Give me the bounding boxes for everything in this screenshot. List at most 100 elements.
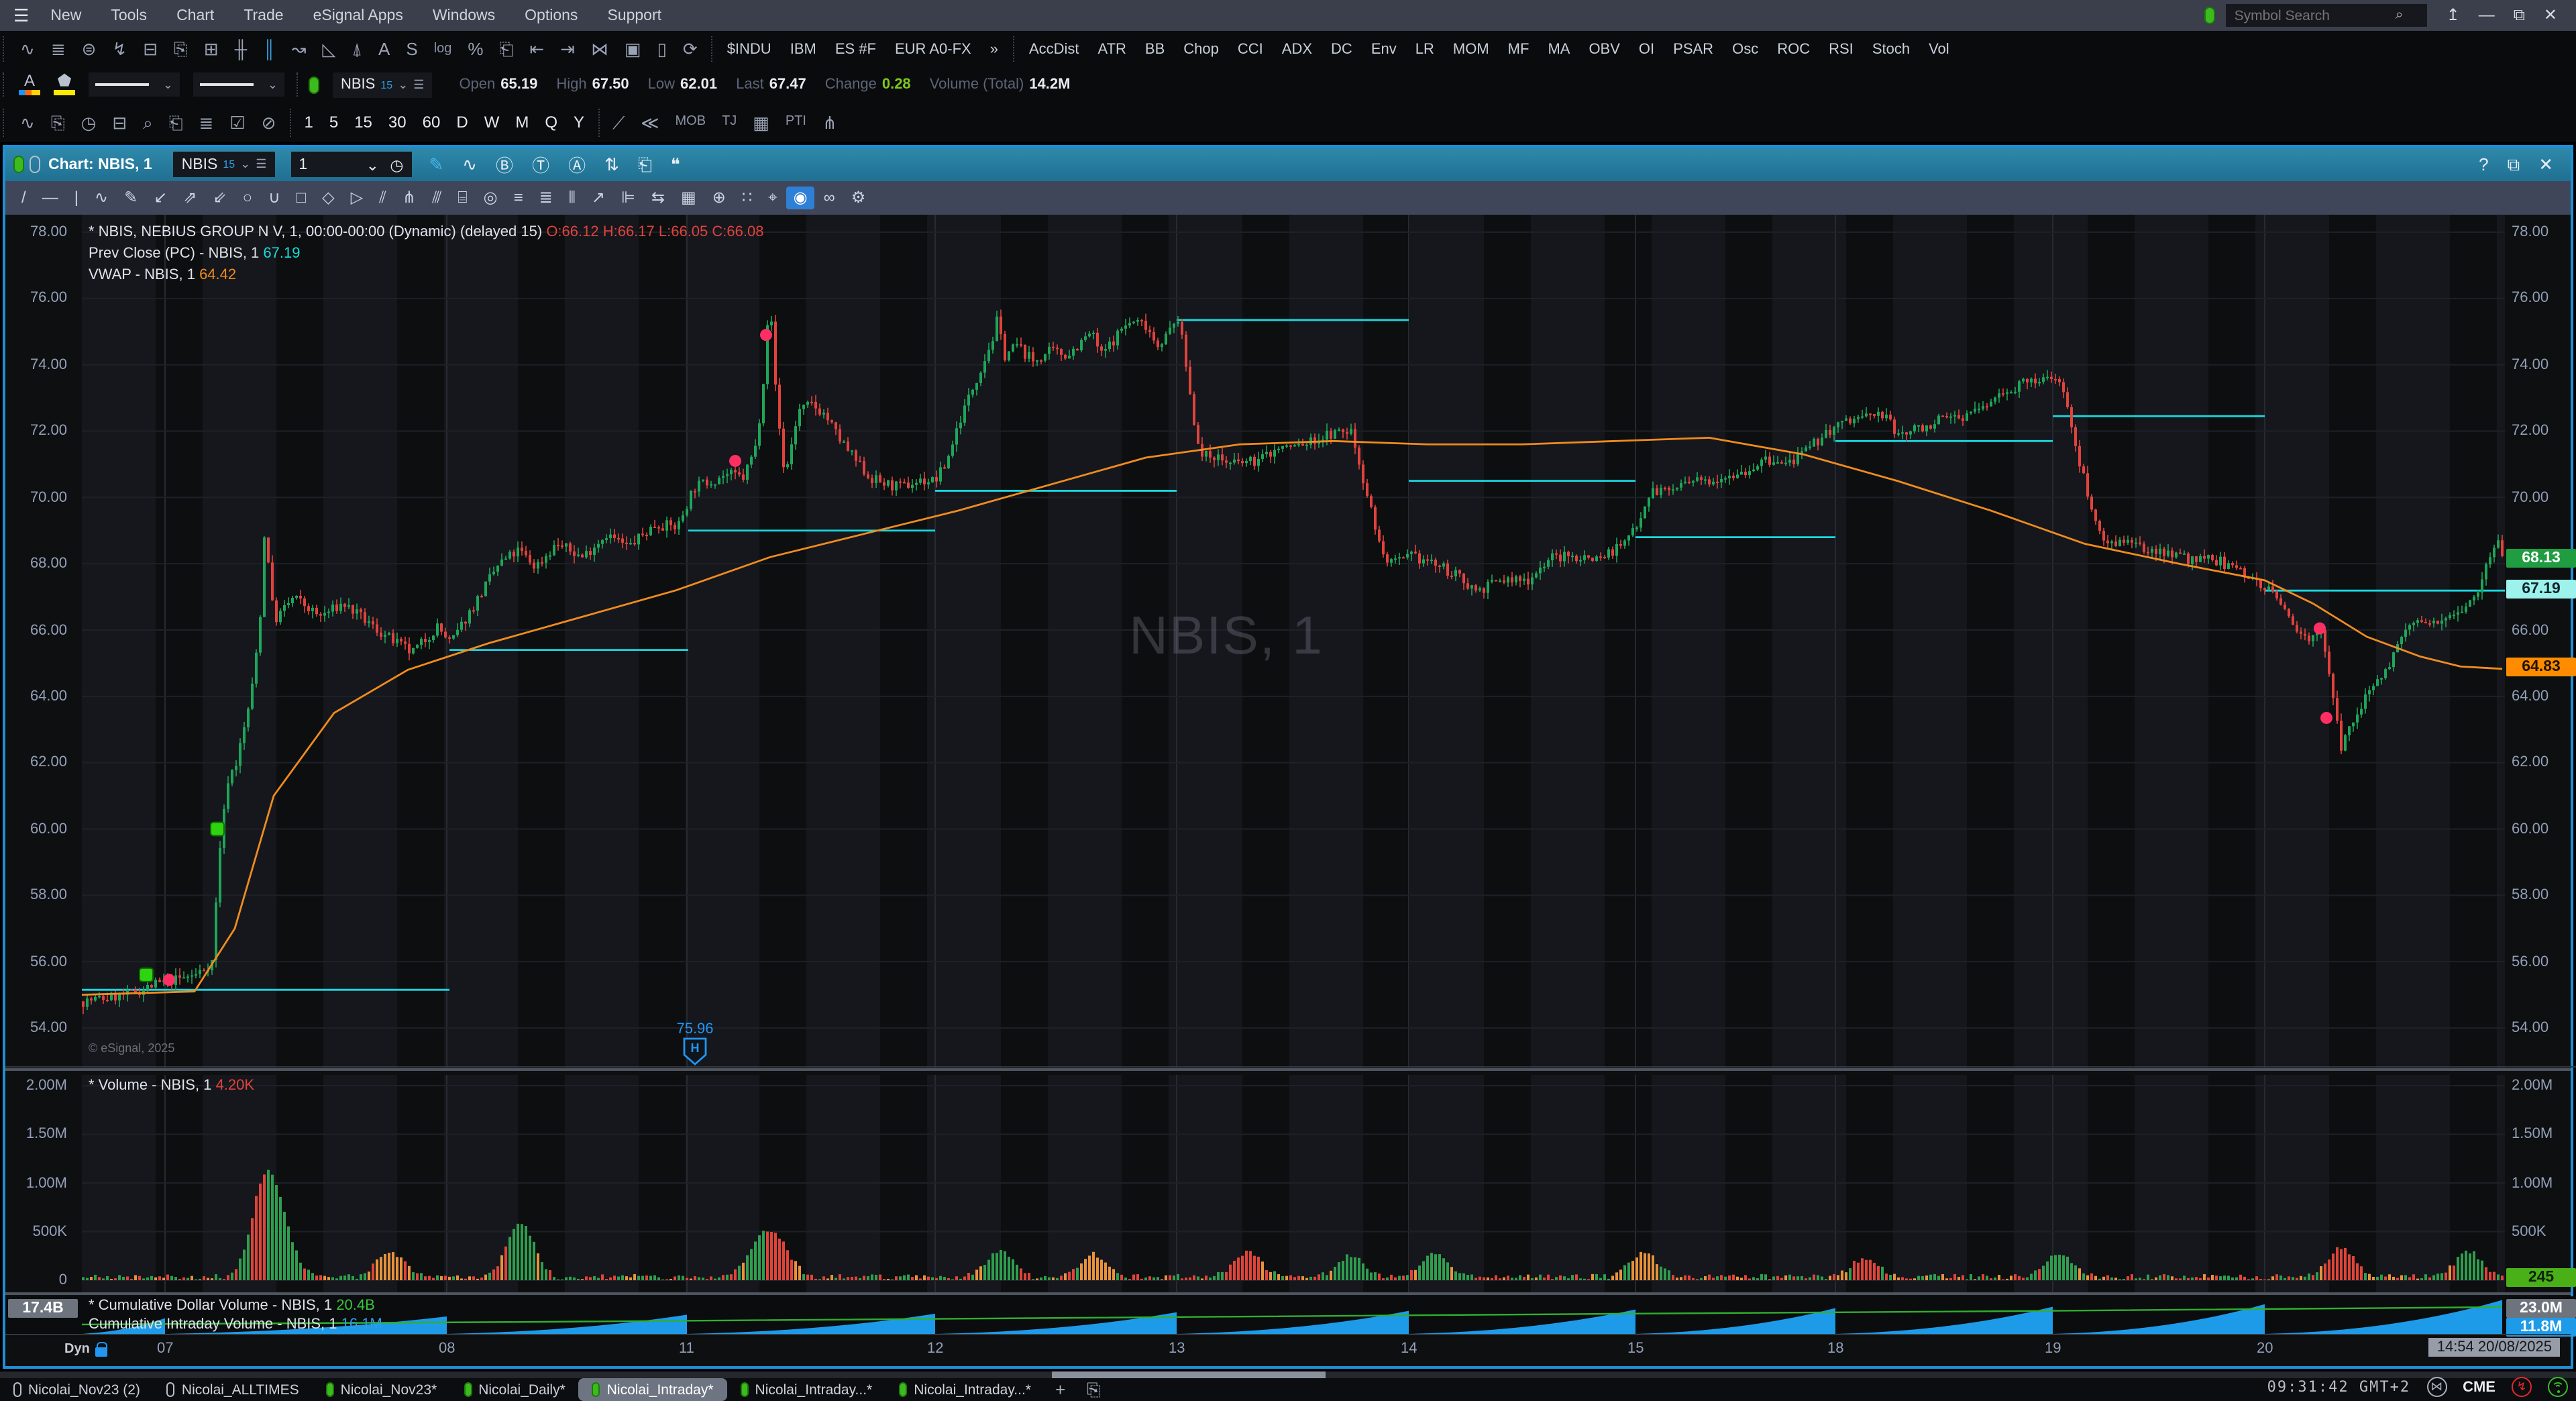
indicator-shortcut-adx[interactable]: ADX xyxy=(1281,41,1313,57)
measure-icon[interactable]: ⌖ xyxy=(768,188,777,207)
speed-lines-icon[interactable]: ⫻ xyxy=(431,188,442,207)
quote-board-icon[interactable]: ≣ xyxy=(50,39,66,59)
layout-rows-icon[interactable]: ⊟ xyxy=(112,112,127,132)
branch-icon[interactable]: ⋔ xyxy=(822,112,837,132)
popout-icon[interactable]: ⧉ xyxy=(2507,154,2520,174)
trendline-icon[interactable]: / xyxy=(21,188,26,207)
symbol-shortcut-ibm[interactable]: IBM xyxy=(790,41,816,57)
indicator-shortcut-accdist[interactable]: AccDist xyxy=(1028,41,1079,57)
page-tab-nicolai-intraday-[interactable]: Nicolai_Intraday...* xyxy=(727,1378,886,1401)
vertical-set-icon[interactable]: ⫴ xyxy=(568,188,576,207)
shift-right-icon[interactable]: ⇥ xyxy=(560,39,575,59)
chart-symbol-box[interactable]: NBIS 15 ⌄ ☰ xyxy=(173,152,275,177)
pitchfork-icon[interactable]: ⋔ xyxy=(402,188,416,207)
magnet-icon[interactable]: ◉ xyxy=(786,187,814,209)
menu-item-esignal-apps[interactable]: eSignal Apps xyxy=(313,7,403,23)
chart-check-icon[interactable]: ☑ xyxy=(229,112,246,132)
zoom-doc-icon[interactable]: ⌕ xyxy=(143,112,153,132)
horizontal-line-icon[interactable]: — xyxy=(42,188,58,207)
restore-icon[interactable]: ⧉ xyxy=(2513,5,2525,24)
line-width-dropdown[interactable]: ⌄ xyxy=(193,72,284,97)
grid-icon[interactable]: ▦ xyxy=(753,112,769,132)
extended-line-icon[interactable]: ⇙ xyxy=(213,188,227,207)
arc-icon[interactable]: ∪ xyxy=(268,188,280,207)
pti-icon[interactable]: PTI xyxy=(785,114,806,129)
pane-divider[interactable] xyxy=(5,1292,2571,1295)
chevron-down-icon[interactable]: ⌄ xyxy=(366,158,379,174)
flag-levels-icon[interactable]: ⌸ xyxy=(458,188,468,207)
quote-symbol-box[interactable]: NBIS 15 ⌄ ☰ xyxy=(333,72,433,97)
time-template-icon[interactable]: ◷ xyxy=(80,112,97,132)
menu-item-chart[interactable]: Chart xyxy=(176,7,215,23)
chain-icon[interactable]: ∞ xyxy=(823,188,835,207)
interval-button-5[interactable]: 5 xyxy=(329,113,339,132)
minimize-icon[interactable]: — xyxy=(2478,5,2495,24)
alert-bolt-icon[interactable]: ↯ xyxy=(2512,1377,2532,1397)
connection-wifi-icon[interactable] xyxy=(2548,1377,2568,1397)
page-list-button[interactable]: ⎘ xyxy=(1087,1379,1101,1399)
indicator-shortcut-lr[interactable]: LR xyxy=(1415,41,1434,57)
vertical-line-icon[interactable]: | xyxy=(74,188,78,207)
fan-lines-icon[interactable]: ⟋ xyxy=(612,112,625,132)
window-frame-icon[interactable]: ▯ xyxy=(657,39,667,59)
triangle-icon[interactable]: ▷ xyxy=(350,188,364,207)
summary-icon[interactable]: ⊟ xyxy=(143,39,158,59)
expand-bars-icon[interactable]: ⋈ xyxy=(590,39,608,59)
hamburger-menu-icon[interactable]: ☰ xyxy=(13,5,30,25)
dynamic-mode-label[interactable]: Dyn xyxy=(64,1341,108,1357)
indicator-shortcut-bb[interactable]: BB xyxy=(1144,41,1165,57)
volume-chart[interactable] xyxy=(5,1075,2576,1292)
mob-icon[interactable]: MOB xyxy=(675,114,706,129)
interval-button-15[interactable]: 15 xyxy=(354,113,372,132)
studies-icon[interactable]: ∿ xyxy=(462,154,478,174)
page-tab-nicolai-intraday-[interactable]: Nicolai_Intraday* xyxy=(578,1378,727,1401)
line-style-icon[interactable]: ↝ xyxy=(291,39,307,59)
notes-icon[interactable]: ⎘ xyxy=(50,112,65,132)
settings-tool-icon[interactable]: ⚙ xyxy=(851,188,866,207)
arrows-left-icon[interactable]: ≪ xyxy=(641,112,659,132)
text-tool-icon[interactable]: Ⓣ xyxy=(532,156,550,176)
indicator-shortcut-osc[interactable]: Osc xyxy=(1732,41,1759,57)
disable-icon[interactable]: ⊘ xyxy=(261,112,276,132)
line-style-dropdown[interactable]: ⌄ xyxy=(89,72,180,97)
chart-title-bar[interactable]: Chart: NBIS, 1 NBIS 15 ⌄ ☰ 1 ⌄ ◷ ✎ ∿ Ⓑ Ⓣ Ⓐ ⇅ ⎗… xyxy=(5,148,2571,181)
chevron-down-icon[interactable]: ⌄ xyxy=(398,77,409,91)
page-tab-nicolai-daily-[interactable]: Nicolai_Daily* xyxy=(450,1378,579,1401)
chart-new-icon[interactable]: ∿ xyxy=(20,112,35,132)
page-tab-nicolai-alltimes[interactable]: Nicolai_ALLTIMES xyxy=(154,1378,313,1401)
interval-button-d[interactable]: D xyxy=(456,113,468,132)
edit-note-icon[interactable]: ⎗ xyxy=(637,154,652,174)
indicator-shortcut-vol[interactable]: Vol xyxy=(1929,41,1949,57)
bar-settings-icon[interactable]: ╫ xyxy=(234,39,248,59)
auto-label-icon[interactable]: A xyxy=(378,39,390,59)
percent-scale-icon[interactable]: % xyxy=(468,39,484,59)
horizontal-scrollbar[interactable] xyxy=(0,1371,2576,1378)
symbol-shortcut-indu[interactable]: $INDU xyxy=(727,41,771,57)
indicator-shortcut-env[interactable]: Env xyxy=(1371,41,1397,57)
zigzag-icon[interactable]: ∿ xyxy=(94,188,109,207)
indicator-shortcut-atr[interactable]: ATR xyxy=(1097,41,1126,57)
fill-color-button[interactable]: ⬟ xyxy=(54,72,75,95)
rectangle-icon[interactable]: □ xyxy=(296,188,307,207)
candlestick-style-icon[interactable]: ║ xyxy=(263,39,276,59)
n-line-icon[interactable]: ↗ xyxy=(591,188,605,207)
close-icon[interactable]: ✕ xyxy=(2543,5,2557,24)
pencil-icon[interactable]: ✎ xyxy=(124,188,138,207)
log-scale-icon[interactable]: log xyxy=(433,41,452,56)
symbol-menu-icon[interactable]: ☰ xyxy=(413,77,425,91)
hash-grid-icon[interactable]: ▦ xyxy=(681,188,696,207)
indicator-shortcut-ma[interactable]: MA xyxy=(1548,41,1570,57)
add-page-button[interactable]: + xyxy=(1055,1380,1066,1400)
page-tab-nicolai-nov23-2-[interactable]: Nicolai_Nov23 (2) xyxy=(0,1378,154,1401)
symbol-search[interactable]: ⌕ xyxy=(2226,4,2428,27)
indicator-shortcut-dc[interactable]: DC xyxy=(1331,41,1352,57)
symbol-menu-icon[interactable]: ☰ xyxy=(256,157,267,170)
page-tab-nicolai-nov23-[interactable]: Nicolai_Nov23* xyxy=(313,1378,451,1401)
interval-button-w[interactable]: W xyxy=(484,113,500,132)
chart-interval-box[interactable]: 1 ⌄ ◷ xyxy=(290,152,412,177)
bar-type-icon[interactable]: Ⓑ xyxy=(496,156,514,176)
shift-left-icon[interactable]: ⇤ xyxy=(529,39,545,59)
close-window-icon[interactable]: ✕ xyxy=(2538,154,2553,174)
detail-window-icon[interactable]: ⊜ xyxy=(81,39,97,59)
indicator-shortcut-roc[interactable]: ROC xyxy=(1777,41,1811,57)
